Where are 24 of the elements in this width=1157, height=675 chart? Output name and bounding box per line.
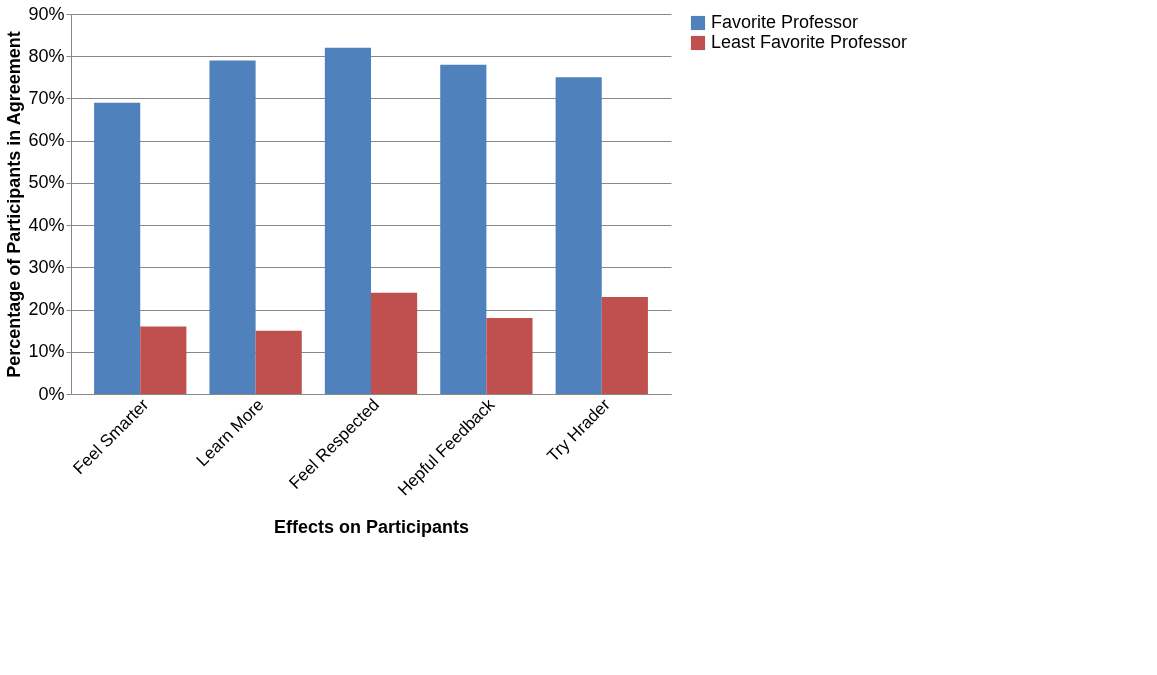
y-tick-label: 30% xyxy=(28,256,65,277)
y-tick-label: 40% xyxy=(28,214,65,235)
y-axis-title: Percentage of Participants in Agreement xyxy=(4,31,25,378)
bar xyxy=(555,77,602,394)
y-tick-label: 10% xyxy=(28,341,65,362)
bar xyxy=(601,296,648,394)
bar xyxy=(324,47,371,394)
bar xyxy=(440,64,487,394)
y-tick-label: 70% xyxy=(28,87,65,108)
x-axis-title: Effects on Participants xyxy=(273,516,470,537)
y-tick-label: 50% xyxy=(28,172,65,193)
bar xyxy=(209,60,256,394)
legend-label: Least Favorite Professor xyxy=(711,32,908,52)
bar xyxy=(140,326,187,394)
bar xyxy=(255,330,302,394)
bar xyxy=(94,102,141,394)
bar xyxy=(371,292,418,394)
bar xyxy=(486,318,533,394)
y-tick-label: 60% xyxy=(28,130,65,151)
y-tick-label: 90% xyxy=(28,3,65,24)
y-tick-label: 0% xyxy=(38,383,65,404)
legend-label: Favorite Professor xyxy=(711,12,859,32)
y-tick-label: 20% xyxy=(28,299,65,320)
y-tick-label: 80% xyxy=(28,45,65,66)
